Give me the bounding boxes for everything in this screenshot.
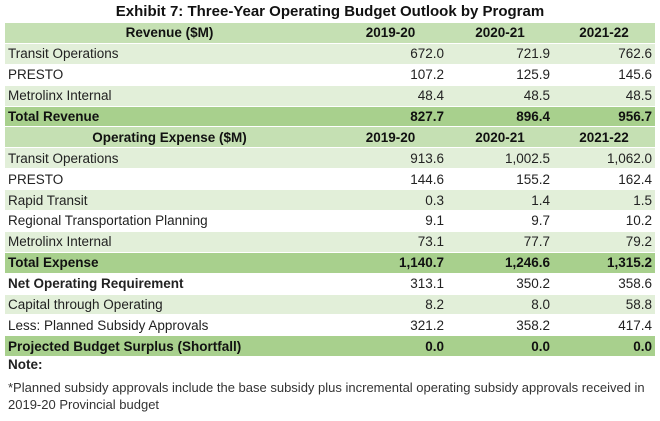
year-header-2021-22: 2021-22 xyxy=(553,126,655,149)
revenue-header-label: Revenue ($M) xyxy=(5,23,334,44)
cell-value: 10.2 xyxy=(553,210,655,232)
cell-value: 145.6 xyxy=(553,64,655,86)
year-header-2019-20: 2019-20 xyxy=(334,126,447,149)
cell-value: 48.5 xyxy=(447,85,553,107)
row-label: Metrolinx Internal xyxy=(5,85,334,107)
expense-header-label: Operating Expense ($M) xyxy=(5,126,334,149)
cell-value: 896.4 xyxy=(447,106,553,128)
cell-value: 762.6 xyxy=(553,43,655,65)
table-row: Transit Operations 913.6 1,002.5 1,062.0 xyxy=(5,147,655,170)
total-revenue-row: Total Revenue 827.7 896.4 956.7 xyxy=(5,106,655,128)
cell-value: 0.0 xyxy=(447,335,553,358)
cell-value: 350.2 xyxy=(447,273,553,295)
budget-table: Revenue ($M) 2019-20 2020-21 2021-22 Tra… xyxy=(5,23,655,358)
cell-value: 144.6 xyxy=(334,168,447,191)
cell-value: 48.4 xyxy=(334,85,447,107)
cell-value: 417.4 xyxy=(553,314,655,337)
cell-value: 125.9 xyxy=(447,64,553,86)
capital-operating-row: Capital through Operating 8.2 8.0 58.8 xyxy=(5,294,655,316)
cell-value: 313.1 xyxy=(334,273,447,295)
table-row: PRESTO 144.6 155.2 162.4 xyxy=(5,168,655,191)
cell-value: 956.7 xyxy=(553,106,655,128)
table-row: Metrolinx Internal 73.1 77.7 79.2 xyxy=(5,231,655,253)
cell-value: 58.8 xyxy=(553,294,655,316)
cell-value: 9.7 xyxy=(447,210,553,232)
cell-value: 1,246.6 xyxy=(447,252,553,274)
cell-value: 0.0 xyxy=(553,335,655,358)
note-title: Note: xyxy=(8,357,43,372)
cell-value: 913.6 xyxy=(334,147,447,170)
cell-value: 321.2 xyxy=(334,314,447,337)
cell-value: 358.2 xyxy=(447,314,553,337)
cell-value: 827.7 xyxy=(334,106,447,128)
row-label: Total Revenue xyxy=(5,106,334,128)
planned-subsidy-row: Less: Planned Subsidy Approvals 321.2 35… xyxy=(5,314,655,337)
expense-header-row: Operating Expense ($M) 2019-20 2020-21 2… xyxy=(5,126,655,149)
cell-value: 1,315.2 xyxy=(553,252,655,274)
total-expense-row: Total Expense 1,140.7 1,246.6 1,315.2 xyxy=(5,252,655,274)
row-label: Total Expense xyxy=(5,252,334,274)
cell-value: 162.4 xyxy=(553,168,655,191)
row-label: Rapid Transit xyxy=(5,189,334,212)
cell-value: 77.7 xyxy=(447,231,553,253)
cell-value: 79.2 xyxy=(553,231,655,253)
row-label: Regional Transportation Planning xyxy=(5,210,334,232)
revenue-header-row: Revenue ($M) 2019-20 2020-21 2021-22 xyxy=(5,23,655,44)
year-header-2020-21: 2020-21 xyxy=(447,126,553,149)
cell-value: 1,002.5 xyxy=(447,147,553,170)
cell-value: 107.2 xyxy=(334,64,447,86)
cell-value: 73.1 xyxy=(334,231,447,253)
year-header-2021-22: 2021-22 xyxy=(553,23,655,44)
row-label: Transit Operations xyxy=(5,147,334,170)
cell-value: 358.6 xyxy=(553,273,655,295)
cell-value: 721.9 xyxy=(447,43,553,65)
surplus-row: Projected Budget Surplus (Shortfall) 0.0… xyxy=(5,335,655,358)
row-label: Net Operating Requirement xyxy=(5,273,334,295)
table-row: Metrolinx Internal 48.4 48.5 48.5 xyxy=(5,85,655,107)
cell-value: 0.3 xyxy=(334,189,447,212)
row-label: PRESTO xyxy=(5,64,334,86)
cell-value: 8.0 xyxy=(447,294,553,316)
table-row: Regional Transportation Planning 9.1 9.7… xyxy=(5,210,655,232)
exhibit-title: Exhibit 7: Three-Year Operating Budget O… xyxy=(115,3,545,20)
table-row: PRESTO 107.2 125.9 145.6 xyxy=(5,64,655,86)
year-header-2020-21: 2020-21 xyxy=(447,23,553,44)
cell-value: 1.4 xyxy=(447,189,553,212)
cell-value: 155.2 xyxy=(447,168,553,191)
cell-value: 1,062.0 xyxy=(553,147,655,170)
row-label: Transit Operations xyxy=(5,43,334,65)
row-label: Less: Planned Subsidy Approvals xyxy=(5,314,334,337)
cell-value: 9.1 xyxy=(334,210,447,232)
cell-value: 8.2 xyxy=(334,294,447,316)
row-label: Projected Budget Surplus (Shortfall) xyxy=(5,335,334,358)
cell-value: 672.0 xyxy=(334,43,447,65)
table-row: Transit Operations 672.0 721.9 762.6 xyxy=(5,43,655,65)
cell-value: 0.0 xyxy=(334,335,447,358)
table-row: Rapid Transit 0.3 1.4 1.5 xyxy=(5,189,655,212)
cell-value: 1,140.7 xyxy=(334,252,447,274)
row-label: Metrolinx Internal xyxy=(5,231,334,253)
note-text: *Planned subsidy approvals include the b… xyxy=(8,380,645,412)
cell-value: 48.5 xyxy=(553,85,655,107)
net-requirement-row: Net Operating Requirement 313.1 350.2 35… xyxy=(5,273,655,295)
row-label: Capital through Operating xyxy=(5,294,334,316)
year-header-2019-20: 2019-20 xyxy=(334,23,447,44)
row-label: PRESTO xyxy=(5,168,334,191)
cell-value: 1.5 xyxy=(553,189,655,212)
